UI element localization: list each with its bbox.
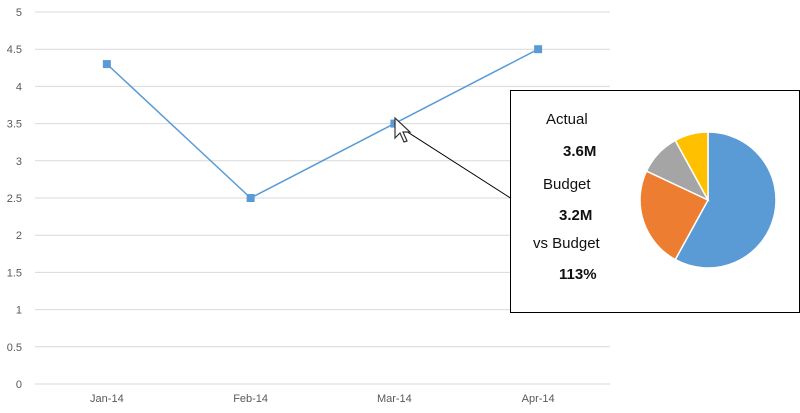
pie-chart: [639, 131, 777, 269]
actual-label: Actual: [546, 111, 588, 128]
y-tick-label: 4.5: [7, 44, 22, 56]
series-line: [106, 48, 539, 199]
pie-slice: [674, 131, 777, 269]
y-tick-label: 2: [16, 230, 22, 242]
x-tick-label: Mar-14: [377, 393, 412, 405]
pie-slice: [639, 170, 710, 261]
y-tick-label: 0.5: [7, 342, 22, 354]
data-point[interactable]: [534, 45, 543, 54]
vs-budget-label: vs Budget: [533, 235, 600, 252]
y-tick-label: 0: [16, 379, 22, 391]
pie-slice: [674, 131, 709, 201]
y-axis-ticks: 0 0.5 1 1.5 2 2.5 3 3.5 4 4.5 5: [7, 7, 22, 391]
y-tick-label: 5: [16, 7, 22, 19]
y-tick-label: 2.5: [7, 193, 22, 205]
vs-budget-value: 113%: [559, 266, 597, 283]
data-point[interactable]: [102, 60, 111, 69]
data-point[interactable]: [246, 194, 255, 202]
tooltip-panel: Actual 3.6M Budget 3.2M vs Budget 113%: [510, 90, 800, 313]
callout-line: [394, 123, 513, 200]
x-tick-label: Apr-14: [522, 393, 555, 405]
gridlines: [35, 11, 610, 385]
budget-label: Budget: [543, 176, 591, 193]
actual-value: 3.6M: [563, 143, 597, 160]
x-axis-ticks: Jan-14 Feb-14 Mar-14 Apr-14: [90, 393, 555, 405]
y-tick-label: 3.5: [7, 119, 22, 131]
budget-value: 3.2M: [559, 207, 593, 224]
y-tick-label: 1: [16, 305, 22, 317]
y-tick-label: 4: [16, 81, 22, 93]
y-tick-label: 1.5: [7, 267, 22, 279]
x-tick-label: Feb-14: [233, 393, 268, 405]
y-tick-label: 3: [16, 156, 22, 168]
x-tick-label: Jan-14: [90, 393, 124, 405]
mouse-cursor-icon: [394, 116, 412, 143]
